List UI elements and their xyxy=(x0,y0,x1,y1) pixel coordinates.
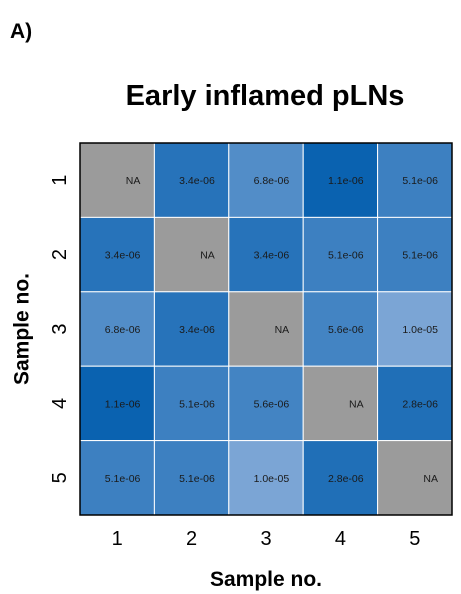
cell-value-label: 1.0e-05 xyxy=(402,324,438,336)
cell-value-label: 5.1e-06 xyxy=(179,398,215,410)
cell-value-label: 5.6e-06 xyxy=(254,398,290,410)
heatmap-cell-2-4 xyxy=(302,216,379,293)
y-tick-label: 5 xyxy=(49,472,71,483)
cell-value-label: 1.0e-05 xyxy=(254,473,290,485)
cell-value-label: 1.1e-06 xyxy=(328,175,364,187)
chart-title: Early inflamed pLNs xyxy=(125,80,405,112)
heatmap-cell-3-5 xyxy=(377,291,453,367)
x-tick-labels: 1 2 3 4 5 xyxy=(112,528,421,550)
heatmap-cell-2-5 xyxy=(377,216,453,293)
heatmap-cells: NA 3.4e-06 6.8e-06 1.1e-06 5.1e-06 3.4e-06 NA 3… xyxy=(79,142,453,516)
cell-value-label: 3.4e-06 xyxy=(254,250,290,262)
cell-value-label: 5.1e-06 xyxy=(402,175,438,187)
heatmap-cell-4-4 xyxy=(302,365,379,442)
heatmap-cell-4-5 xyxy=(377,365,453,442)
plot-frame xyxy=(79,142,453,516)
cell-value-label: NA xyxy=(349,398,364,410)
cell-value-label: 3.4e-06 xyxy=(179,324,215,336)
x-axis-label: Sample no. xyxy=(210,568,322,591)
cell-value-label: 5.1e-06 xyxy=(328,250,364,262)
y-tick-label: 2 xyxy=(49,249,71,260)
heatmap-cell-5-2 xyxy=(153,440,230,516)
y-tick-label: 4 xyxy=(49,398,71,409)
cell-value-label: NA xyxy=(423,473,438,485)
cell-value-label: NA xyxy=(126,175,141,187)
x-tick-label: 2 xyxy=(186,528,197,550)
cell-value-label: 6.8e-06 xyxy=(254,175,290,187)
y-tick-labels: 1 2 3 4 5 xyxy=(49,175,71,484)
cell-value-label: 1.1e-06 xyxy=(105,398,141,410)
cell-value-label: 5.1e-06 xyxy=(402,250,438,262)
heatmap-cell-5-4 xyxy=(302,440,379,516)
heatmap-cell-1-1 xyxy=(79,142,155,218)
heatmap-cell-3-2 xyxy=(153,291,230,367)
x-tick-label: 3 xyxy=(260,528,271,550)
heatmap-cell-3-3 xyxy=(228,291,304,367)
y-tick-label: 3 xyxy=(49,323,71,334)
x-tick-label: 4 xyxy=(335,528,346,550)
x-tick-label: 5 xyxy=(409,528,420,550)
x-tick-label: 1 xyxy=(112,528,123,550)
heatmap-cell-1-2 xyxy=(153,142,230,218)
heatmap-cell-4-2 xyxy=(153,365,230,442)
heatmap-cell-3-4 xyxy=(302,291,379,367)
cell-value-label: 5.1e-06 xyxy=(179,473,215,485)
heatmap-cell-2-2 xyxy=(153,216,230,293)
y-tick-label: 1 xyxy=(49,175,71,186)
cell-value-label: 6.8e-06 xyxy=(105,324,141,336)
cell-value-label: 5.1e-06 xyxy=(105,473,141,485)
y-axis-label: Sample no. xyxy=(11,273,34,385)
heatmap-cell-5-3 xyxy=(228,440,304,516)
panel-label: A) xyxy=(10,20,33,43)
cell-value-label: 2.8e-06 xyxy=(328,473,364,485)
heatmap-cell-4-3 xyxy=(228,365,304,442)
cell-value-label: NA xyxy=(275,324,290,336)
heatmap-cell-5-5 xyxy=(377,440,453,516)
cell-value-label: NA xyxy=(200,250,215,262)
cell-value-label: 3.4e-06 xyxy=(105,250,141,262)
heatmap-cell-3-1 xyxy=(79,291,155,367)
cell-value-label: 2.8e-06 xyxy=(402,398,438,410)
cell-value-label: 5.6e-06 xyxy=(328,324,364,336)
heatmap-cell-5-1 xyxy=(79,440,155,516)
cell-value-label: 3.4e-06 xyxy=(179,175,215,187)
